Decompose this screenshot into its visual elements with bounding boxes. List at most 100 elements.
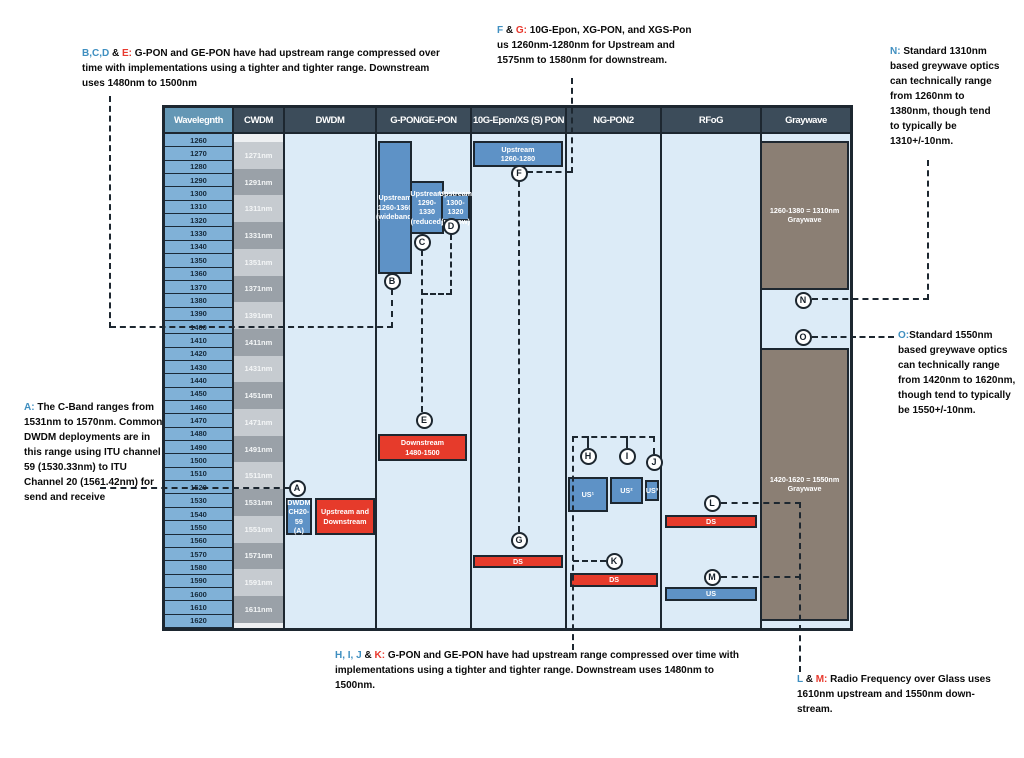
connector-line-h <box>587 436 589 448</box>
ngpon2-us1-block: US¹ <box>567 477 608 512</box>
annotation-letter: L <box>797 674 803 685</box>
dwdm-upstream-downstream-block: Upstream and Downstream <box>315 498 375 535</box>
annotation-hijk-text: G-PON and GE-PON have had upstream range… <box>335 650 740 691</box>
column-header-ngpon2: NG-PON2 <box>565 108 660 134</box>
wavelength-row-1550: 1550 <box>165 521 232 535</box>
annotation-lm-text: Radio Frequency over Glass uses 1610nm u… <box>797 674 991 715</box>
wavelength-row-1460: 1460 <box>165 401 232 415</box>
connector-line-m <box>721 576 801 578</box>
column-header-xgpon: 10G-Epon/XS (S) PON <box>470 108 565 134</box>
cwdm-band-1551nm: 1551nm <box>234 515 283 543</box>
connector-line-a <box>100 487 290 489</box>
annotation-a-letters: A: <box>24 402 37 413</box>
annotation-letter: N: <box>890 46 904 57</box>
annotation-n-text: Standard 1310nm based greywave optics ca… <box>890 46 1000 147</box>
wavelength-row-1600: 1600 <box>165 587 232 602</box>
wavelength-row-1380: 1380 <box>165 294 232 308</box>
wavelength-row-1330: 1330 <box>165 227 232 241</box>
wavelength-row-1500: 1500 <box>165 454 232 468</box>
connector-line-bcde <box>110 326 393 328</box>
wavelength-row-1300: 1300 <box>165 187 232 201</box>
wavelength-row-1480: 1480 <box>165 427 232 442</box>
connector-line-fg <box>518 181 520 532</box>
marker-l: L <box>703 494 721 512</box>
marker-h: H <box>579 447 597 465</box>
marker-a: A <box>288 479 306 497</box>
rfog-downstream-block: DS <box>665 514 757 528</box>
wavelength-row-1540: 1540 <box>165 507 232 522</box>
wavelength-row-1430: 1430 <box>165 360 232 375</box>
annotation-letter: H, I, J <box>335 650 362 661</box>
ngpon2-us3-block: US³ <box>644 479 660 502</box>
column-header-rfog: RFoG <box>660 108 760 134</box>
wavelength-row-1270: 1270 <box>165 147 232 161</box>
annotation-letter: & <box>802 674 816 685</box>
annotation-hijk: H, I, J & K: G-PON and GE-PON have had u… <box>335 648 745 693</box>
annotation-letter: F <box>497 25 504 36</box>
gpon-downstream-block: Downstream 1480-1500 <box>377 434 468 462</box>
wavelength-row-1340: 1340 <box>165 240 232 255</box>
annotation-fg-text: 10G-Epon, XG-PON, and XGS-Pon us 1260nm-… <box>497 25 692 66</box>
connector-line-o <box>812 336 894 338</box>
gpon-upstream-wideband-block: Upstream 1260-1360 (wideband) <box>376 140 414 275</box>
marker-m: M <box>703 568 721 586</box>
annotation-a-text: The C-Band ranges from 1531nm to 1570nm.… <box>24 402 163 503</box>
connector-line-d-drop <box>450 234 452 295</box>
marker-c: C <box>413 233 431 251</box>
annotation-letter: & <box>503 25 516 36</box>
cwdm-band-1451nm: 1451nm <box>234 382 283 410</box>
marker-f: F <box>510 164 528 182</box>
wavelength-row-1470: 1470 <box>165 414 232 428</box>
marker-n: N <box>794 291 812 309</box>
annotation-fg-letters: F & G: <box>497 25 530 36</box>
annotation-fg: F & G: 10G-Epon, XG-PON, and XGS-Pon us … <box>497 23 695 68</box>
annotation-n: N: Standard 1310nm based greywave optics… <box>890 44 1000 149</box>
column-header-cwdm: CWDM <box>232 108 283 134</box>
annotation-o-letters: O: <box>898 330 909 341</box>
wavelength-row-1370: 1370 <box>165 280 232 295</box>
wavelength-row-1280: 1280 <box>165 160 232 175</box>
column-header-wavelength: Wavelegnth <box>165 108 232 134</box>
annotation-n-letters: N: <box>890 46 903 57</box>
wavelength-row-1290: 1290 <box>165 174 232 188</box>
wavelength-row-1420: 1420 <box>165 347 232 361</box>
graywave-1310-block: 1260-1380 = 1310nm Graywave <box>760 140 850 291</box>
column-rfog <box>660 134 760 628</box>
connector-line-k <box>573 560 606 562</box>
graywave-1550-block: 1420-1620 = 1550nm Graywave <box>760 347 850 622</box>
annotation-letter: & <box>109 48 123 59</box>
cwdm-band-1371nm: 1371nm <box>234 275 283 303</box>
marker-o: O <box>794 328 812 346</box>
column-header-graywave: Graywave <box>760 108 850 134</box>
cwdm-band-1531nm: 1531nm <box>234 489 283 516</box>
annotation-lm-letters: L & M: <box>797 674 830 685</box>
cwdm-band-1331nm: 1331nm <box>234 222 283 249</box>
wavelength-row-1490: 1490 <box>165 441 232 455</box>
rfog-upstream-block: US <box>665 586 757 602</box>
marker-i: I <box>618 447 636 465</box>
wavelength-row-1260: 1260 <box>165 134 232 148</box>
annotation-o-text: Standard 1550nm based greywave optics ca… <box>898 330 1016 416</box>
annotation-bcde-letters: B,C,D & E: <box>82 48 135 59</box>
connector-line-b <box>391 289 393 328</box>
cwdm-band-1311nm: 1311nm <box>234 195 283 223</box>
cwdm-band-1411nm: 1411nm <box>234 328 283 356</box>
connector-line-n-drop <box>927 160 929 300</box>
wavelength-row-1530: 1530 <box>165 494 232 508</box>
wavelength-row-1320: 1320 <box>165 214 232 228</box>
wavelength-row-1570: 1570 <box>165 547 232 562</box>
marker-j: J <box>645 453 663 471</box>
wavelength-row-1450: 1450 <box>165 387 232 402</box>
annotation-lm: L & M: Radio Frequency over Glass uses 1… <box>797 672 1009 717</box>
xgpon-downstream-block: DS <box>472 554 564 568</box>
annotation-letter: M: <box>815 674 831 685</box>
annotation-letter: O: <box>898 330 910 341</box>
connector-line-l <box>721 502 801 504</box>
cwdm-band-1571nm: 1571nm <box>234 542 283 570</box>
annotation-letter: B,C,D <box>82 48 110 59</box>
marker-b: B <box>383 272 401 290</box>
wavelength-row-1590: 1590 <box>165 574 232 588</box>
ngpon2-downstream-block: DS <box>570 573 659 587</box>
wavelength-row-1360: 1360 <box>165 267 232 281</box>
